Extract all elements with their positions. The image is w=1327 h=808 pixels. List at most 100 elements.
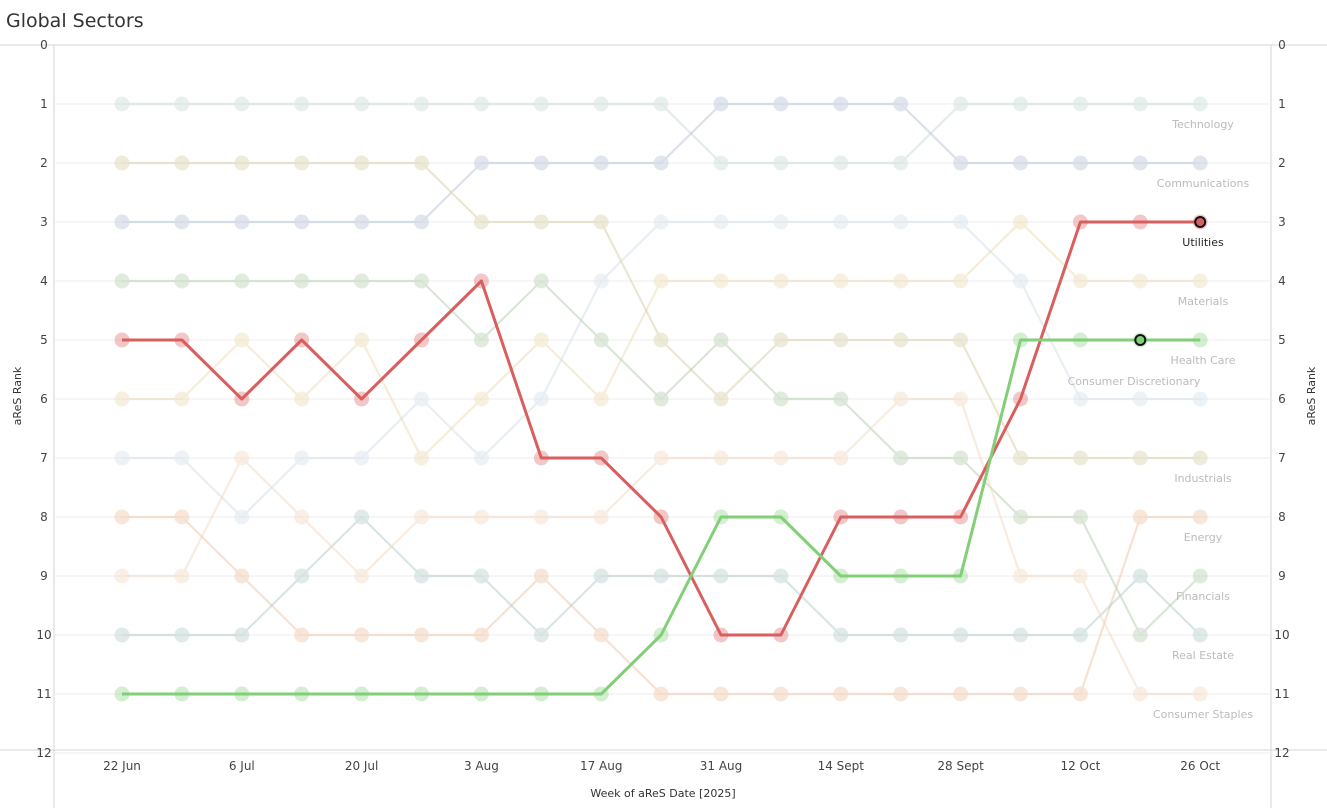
point-energy-9 [653, 686, 669, 702]
y-tick-right-6: 6 [1278, 392, 1286, 406]
y-tick-right-1: 1 [1278, 97, 1286, 111]
marker-utilities [1194, 216, 1207, 228]
series-line-utilities [122, 220, 1201, 637]
point-technology-15 [1013, 96, 1028, 112]
point-consumer-discretionary-5 [414, 391, 429, 407]
point-communications-5 [414, 214, 429, 230]
point-real-estate-8 [593, 568, 609, 584]
point-consumer-staples-8 [593, 509, 609, 525]
y-tick-left-11: 11 [36, 687, 51, 701]
y-tick-left-9: 9 [40, 569, 48, 583]
series-line-technology [122, 102, 1201, 165]
point-technology-1 [174, 96, 190, 112]
point-health-care-10 [713, 509, 729, 525]
point-consumer-staples-13 [893, 391, 909, 407]
point-communications-8 [593, 155, 609, 171]
y-tick-left-7: 7 [40, 451, 48, 465]
point-consumer-discretionary-6 [473, 450, 489, 466]
series-line-energy [122, 515, 1201, 696]
point-real-estate-10 [713, 568, 729, 584]
point-industrials-15 [1013, 450, 1028, 466]
point-energy-15 [1013, 686, 1028, 702]
point-real-estate-1 [174, 627, 190, 643]
point-consumer-discretionary-18 [1192, 391, 1208, 407]
point-industrials-14 [953, 332, 969, 348]
point-consumer-staples-15 [1013, 568, 1028, 584]
point-health-care-14 [953, 568, 969, 584]
point-materials-17 [1132, 273, 1148, 289]
point-consumer-staples-1 [174, 568, 190, 584]
series-line-real-estate [122, 515, 1201, 637]
point-utilities-1 [174, 332, 190, 348]
point-communications-14 [953, 155, 969, 171]
point-energy-14 [953, 686, 969, 702]
point-consumer-staples-11 [773, 450, 789, 466]
y-tick-left-12: 12 [36, 746, 51, 760]
point-real-estate-5 [414, 568, 429, 584]
point-health-care-6 [473, 686, 489, 702]
point-financials-15 [1013, 509, 1028, 525]
x-tick-3-aug: 3 Aug [464, 759, 499, 773]
point-real-estate-13 [893, 627, 909, 643]
point-consumer-discretionary-12 [833, 214, 849, 230]
point-materials-15 [1013, 214, 1028, 230]
point-industrials-4 [354, 155, 370, 171]
point-financials-17 [1132, 627, 1148, 643]
point-industrials-5 [414, 155, 429, 171]
x-tick-31-aug: 31 Aug [700, 759, 743, 773]
point-materials-8 [593, 391, 609, 407]
point-communications-2 [234, 214, 250, 230]
point-technology-0 [114, 96, 130, 112]
point-utilities-6 [473, 273, 489, 289]
y-tick-right-0: 0 [1278, 38, 1286, 52]
x-tick-26-oct: 26 Oct [1180, 759, 1220, 773]
point-consumer-staples-12 [833, 450, 849, 466]
point-communications-3 [294, 214, 310, 230]
point-materials-9 [653, 273, 669, 289]
point-communications-13 [893, 96, 909, 112]
point-real-estate-15 [1013, 627, 1028, 643]
marker-health-care [1134, 334, 1147, 346]
y-tick-left-8: 8 [40, 510, 48, 524]
point-utilities-4 [354, 391, 370, 407]
point-materials-3 [294, 391, 310, 407]
series-line-consumer-staples [122, 397, 1201, 696]
point-technology-17 [1132, 96, 1148, 112]
y-tick-right-11: 11 [1274, 687, 1289, 701]
series-line-health-care [122, 338, 1201, 696]
point-communications-0 [114, 214, 130, 230]
end-label-financials: Financials [1176, 590, 1230, 603]
end-label-materials: Materials [1178, 295, 1229, 308]
point-industrials-11 [773, 332, 789, 348]
point-real-estate-11 [773, 568, 789, 584]
point-communications-17 [1132, 155, 1148, 171]
point-consumer-staples-5 [414, 509, 429, 525]
point-materials-0 [114, 391, 130, 407]
point-energy-0 [114, 509, 130, 525]
point-consumer-discretionary-14 [953, 214, 969, 230]
point-technology-4 [354, 96, 370, 112]
point-materials-1 [174, 391, 190, 407]
x-tick-6-jul: 6 Jul [229, 759, 255, 773]
gridlines [54, 103, 1271, 754]
point-industrials-0 [114, 155, 130, 171]
point-energy-11 [773, 686, 789, 702]
point-technology-8 [593, 96, 609, 112]
point-health-care-0 [114, 686, 130, 702]
point-financials-6 [473, 332, 489, 348]
point-materials-13 [893, 273, 909, 289]
point-consumer-discretionary-2 [234, 509, 250, 525]
point-industrials-6 [473, 214, 489, 230]
point-financials-9 [653, 391, 669, 407]
point-energy-7 [533, 568, 549, 584]
x-tick-17-aug: 17 Aug [580, 759, 623, 773]
point-real-estate-4 [354, 509, 370, 525]
point-financials-16 [1072, 509, 1088, 525]
point-health-care-16 [1072, 332, 1088, 348]
y-tick-right-10: 10 [1274, 628, 1289, 642]
point-utilities-13 [893, 509, 909, 525]
y-tick-right-2: 2 [1278, 156, 1286, 170]
point-consumer-staples-6 [473, 509, 489, 525]
point-energy-10 [713, 686, 729, 702]
